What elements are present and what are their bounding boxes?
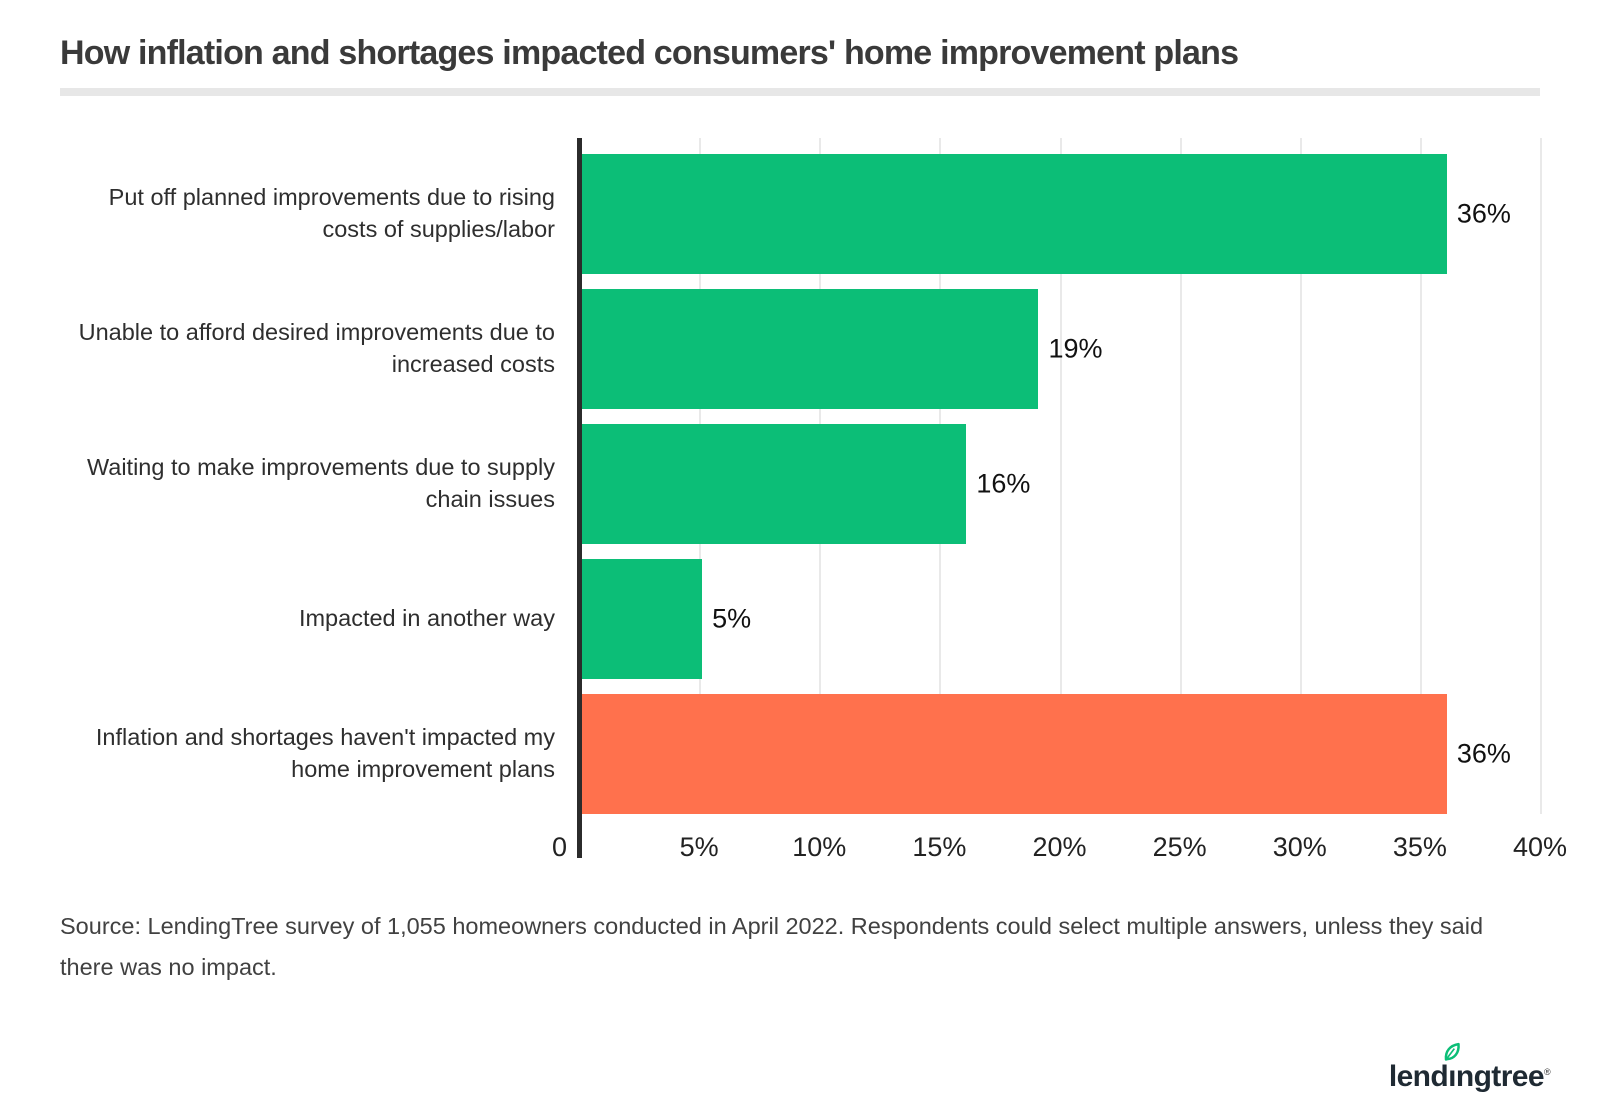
bar-track: 19% bbox=[579, 289, 1540, 409]
category-label: Inflation and shortages haven't impacted… bbox=[95, 724, 555, 782]
x-tick: 20% bbox=[1032, 832, 1087, 862]
x-tick: 15% bbox=[912, 832, 967, 862]
x-tick: 25% bbox=[1152, 832, 1207, 862]
bar-chart: Put off planned improvements due to risi… bbox=[60, 138, 1567, 864]
title-divider bbox=[60, 88, 1540, 96]
gridline bbox=[1419, 138, 1422, 814]
leaf-icon bbox=[1444, 1042, 1460, 1061]
bar bbox=[582, 559, 703, 679]
wordmark-left: lend bbox=[1388, 1060, 1449, 1093]
wordmark-right: ıngtree bbox=[1448, 1060, 1544, 1093]
y-axis-line bbox=[577, 138, 582, 858]
chart-row: Waiting to make improvements due to supp… bbox=[60, 424, 1540, 544]
value-label: 19% bbox=[1048, 333, 1103, 364]
gridline bbox=[1540, 138, 1542, 814]
chart-row: Unable to afford desired improvements du… bbox=[60, 289, 1540, 409]
x-tick: 35% bbox=[1392, 832, 1447, 862]
x-tick: 40% bbox=[1512, 832, 1568, 862]
chart-row: Inflation and shortages haven't impacted… bbox=[60, 694, 1540, 814]
x-axis: 0 5% 10% 15% 20% 25% 30% 35% 40% bbox=[552, 832, 1567, 864]
category-label: Unable to afford desired improvements du… bbox=[78, 319, 555, 377]
bar bbox=[582, 154, 1447, 274]
bar-track: 5% bbox=[579, 559, 1540, 679]
category-label: Put off planned improvements due to risi… bbox=[108, 184, 555, 242]
chart-row: Put off planned improvements due to risi… bbox=[60, 154, 1540, 274]
gridline bbox=[1179, 138, 1182, 814]
gridline bbox=[1299, 138, 1302, 814]
value-label: 5% bbox=[712, 603, 752, 634]
trademark-symbol: ® bbox=[1543, 1067, 1551, 1077]
source-note: Source: LendingTree survey of 1,055 home… bbox=[60, 913, 1484, 980]
x-tick: 5% bbox=[679, 832, 719, 862]
chart-rows: Put off planned improvements due to risi… bbox=[60, 138, 1540, 814]
bar-track: 36% bbox=[579, 154, 1540, 274]
x-tick: 10% bbox=[792, 832, 847, 862]
lendingtree-logo: lendıngtree® bbox=[1388, 1042, 1551, 1096]
chart-row: Impacted in another way 5% bbox=[60, 559, 1540, 679]
lendingtree-wordmark: lendıngtree® bbox=[1388, 1042, 1551, 1094]
category-label: Waiting to make improvements due to supp… bbox=[86, 454, 555, 512]
bar bbox=[582, 694, 1447, 814]
bar-track: 36% bbox=[579, 694, 1540, 814]
value-label: 36% bbox=[1456, 738, 1511, 769]
gridline bbox=[1059, 138, 1062, 814]
value-label: 16% bbox=[976, 468, 1031, 499]
bar bbox=[582, 424, 967, 544]
x-tick: 30% bbox=[1272, 832, 1327, 862]
bar-track: 16% bbox=[579, 424, 1540, 544]
category-label: Impacted in another way bbox=[298, 605, 555, 632]
value-label: 36% bbox=[1456, 198, 1511, 229]
x-tick: 0 bbox=[551, 832, 567, 862]
page-title: How inflation and shortages impacted con… bbox=[60, 34, 1239, 72]
bar bbox=[582, 289, 1039, 409]
